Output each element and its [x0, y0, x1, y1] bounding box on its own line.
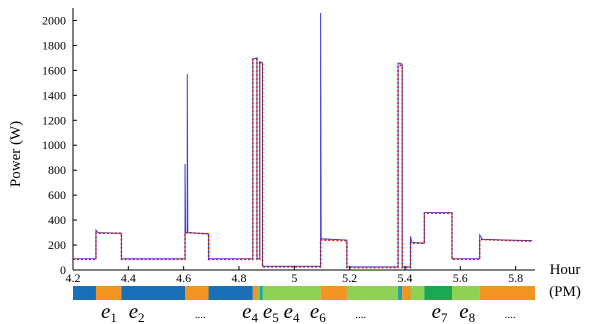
event-label-e2: e2 [129, 299, 145, 324]
event-label-e8: e8 [459, 299, 475, 324]
event-segment [346, 286, 399, 300]
event-segment [320, 286, 347, 300]
event-segment [252, 286, 257, 300]
y-ticks: 0 200 400 600 800 1000 1200 1400 1600 1800 2000 [42, 13, 77, 277]
x-axis-label: Hour [550, 262, 581, 278]
y-tick-label: 1200 [42, 113, 66, 127]
y-tick-label: 1000 [42, 138, 66, 152]
event-segment [398, 286, 403, 300]
y-axis-label: Power (W) [8, 121, 24, 187]
event-segment [410, 286, 425, 300]
event-label-e7: e7 [432, 299, 448, 324]
ellipsis-label: .... [505, 309, 516, 321]
x-tick-label: 4.4 [121, 271, 136, 285]
x-tick-label: 5.8 [508, 271, 523, 285]
event-labels: e1 e2.... e4 e5 e4 e6.... e7 e8.... [101, 299, 516, 324]
event-segment [259, 286, 263, 300]
x-tick-label: 4.6 [176, 271, 191, 285]
event-segment [185, 286, 209, 300]
x-tick-label: 5.6 [453, 271, 468, 285]
event-segment [256, 286, 260, 300]
event-label-e4a: e4 [242, 299, 258, 324]
estimated-power-line [73, 58, 533, 269]
y-tick-label: 600 [48, 188, 66, 202]
event-segment [262, 286, 321, 300]
x-ticks: 4.2 4.4 4.6 4.8 5 5.2 5.4 5.6 5.8 [66, 266, 523, 285]
x-tick-label: 4.2 [66, 271, 81, 285]
event-label-e5: e5 [263, 299, 279, 324]
x-tick-label: 4.8 [231, 271, 246, 285]
y-tick-label: 1600 [42, 63, 66, 77]
event-label-e4b: e4 [284, 299, 300, 324]
series-layer [73, 12, 533, 269]
ellipsis-label: .... [195, 309, 206, 321]
y-tick-label: 0 [60, 263, 66, 277]
x-tick-label: 5 [291, 271, 297, 285]
y-tick-label: 200 [48, 238, 66, 252]
y-tick-label: 400 [48, 213, 66, 227]
event-segment [402, 286, 411, 300]
event-segment [452, 286, 480, 300]
event-segment [95, 286, 122, 300]
x-tick-label: 5.2 [342, 271, 357, 285]
event-segment [479, 286, 535, 300]
event-segment [73, 286, 96, 300]
x-tick-label: 5.4 [397, 271, 412, 285]
x-axis-unit: (PM) [549, 284, 581, 300]
event-segment [424, 286, 453, 300]
measured-power-line [73, 12, 533, 268]
y-tick-label: 2000 [42, 13, 66, 27]
axes [72, 8, 535, 271]
y-tick-label: 800 [48, 163, 66, 177]
event-label-e1: e1 [101, 299, 117, 324]
y-tick-label: 1400 [42, 88, 66, 102]
event-bar [73, 286, 535, 300]
event-segment [208, 286, 253, 300]
y-tick-label: 1800 [42, 38, 66, 52]
ellipsis-label: .... [355, 309, 366, 321]
event-label-e6: e6 [310, 299, 326, 324]
event-segment [121, 286, 186, 300]
